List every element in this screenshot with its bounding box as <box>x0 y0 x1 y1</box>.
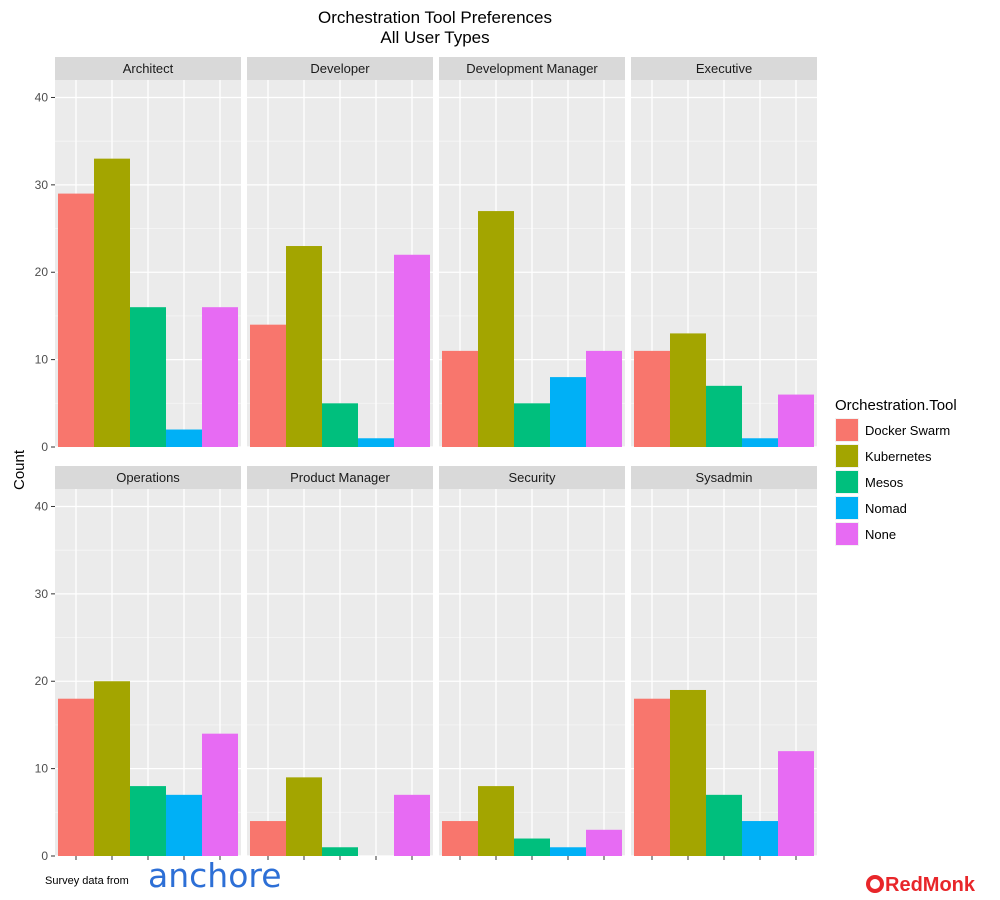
strip-executive <box>631 57 817 80</box>
redmonk-logo-text: RedMonk <box>885 874 976 896</box>
panel-development-manager: Development Manager <box>439 57 625 448</box>
bar-executive-mesos <box>706 385 742 447</box>
bar-developer-none <box>394 254 430 447</box>
bar-sysadmin-mesos <box>706 794 742 856</box>
y-tick-label: 20 <box>35 265 49 279</box>
bar-security-docker-swarm <box>442 821 478 856</box>
redmonk-logo-mark <box>866 875 884 893</box>
strip-security <box>439 466 625 489</box>
strip-label-developer: Developer <box>310 61 370 76</box>
strip-product-manager <box>247 466 433 489</box>
panel-sysadmin: Sysadmin <box>631 466 817 860</box>
legend-swatch-kubernetes <box>836 445 858 467</box>
legend-swatch-nomad <box>836 497 858 519</box>
bar-development-manager-mesos <box>514 403 550 447</box>
strip-label-product-manager: Product Manager <box>290 470 390 485</box>
bar-developer-kubernetes <box>286 246 322 447</box>
bar-architect-docker-swarm <box>58 193 94 447</box>
bar-architect-none <box>202 307 238 447</box>
legend-swatch-mesos <box>836 471 858 493</box>
bar-operations-docker-swarm <box>58 698 94 856</box>
bar-product-manager-docker-swarm <box>250 821 286 856</box>
legend-label-nomad: Nomad <box>865 501 907 516</box>
bar-security-none <box>586 829 622 856</box>
y-axis-title: Count <box>11 449 28 490</box>
caption-source-text: Survey data from <box>45 875 129 887</box>
bar-operations-none <box>202 733 238 856</box>
bar-developer-nomad <box>358 438 394 447</box>
y-tick-label: 0 <box>41 849 48 863</box>
bar-development-manager-kubernetes <box>478 211 514 447</box>
y-tick-label: 30 <box>35 587 49 601</box>
panel-product-manager: Product Manager <box>247 466 433 860</box>
strip-label-development-manager: Development Manager <box>466 61 598 76</box>
bar-architect-kubernetes <box>94 158 130 447</box>
strip-architect <box>55 57 241 80</box>
legend-swatch-docker-swarm <box>836 419 858 441</box>
chart-subtitle: All User Types <box>380 28 489 47</box>
strip-label-architect: Architect <box>123 61 174 76</box>
bar-sysadmin-none <box>778 751 814 856</box>
bar-sysadmin-docker-swarm <box>634 698 670 856</box>
y-tick-label: 10 <box>35 353 49 367</box>
y-tick-label: 20 <box>35 674 49 688</box>
strip-label-executive: Executive <box>696 61 752 76</box>
strip-operations <box>55 466 241 489</box>
panel-security: Security <box>439 466 625 860</box>
strip-developer <box>247 57 433 80</box>
bar-executive-nomad <box>742 438 778 447</box>
bar-product-manager-none <box>394 794 430 856</box>
strip-label-operations: Operations <box>116 470 180 485</box>
facet-panels: Architect Developer Development Manager Exe… <box>35 57 817 863</box>
bar-architect-mesos <box>130 307 166 447</box>
strip-label-security: Security <box>509 470 556 485</box>
bar-sysadmin-kubernetes <box>670 689 706 856</box>
bar-security-mesos <box>514 838 550 856</box>
bar-security-nomad <box>550 847 586 856</box>
y-tick-label: 30 <box>35 178 49 192</box>
legend: Orchestration.Tool Docker Swarm Kubernete… <box>835 397 957 546</box>
bar-developer-docker-swarm <box>250 324 286 447</box>
panel-developer: Developer <box>247 57 433 448</box>
caption: Survey data from anchore RedMonk <box>45 856 976 896</box>
bar-operations-nomad <box>166 794 202 856</box>
anchore-logo: anchore <box>148 856 282 895</box>
bar-product-manager-kubernetes <box>286 777 322 856</box>
bar-operations-mesos <box>130 786 166 856</box>
panel-executive: Executive <box>631 57 817 448</box>
bar-operations-kubernetes <box>94 681 130 856</box>
bar-development-manager-none <box>586 350 622 447</box>
strip-label-sysadmin: Sysadmin <box>695 470 752 485</box>
bar-sysadmin-nomad <box>742 821 778 856</box>
bar-development-manager-docker-swarm <box>442 350 478 447</box>
y-tick-label: 40 <box>35 90 49 104</box>
redmonk-logo: RedMonk <box>866 874 976 896</box>
strip-sysadmin <box>631 466 817 489</box>
panel-operations: Operations <box>55 466 241 860</box>
legend-swatch-none <box>836 523 858 545</box>
strip-development-manager <box>439 57 625 80</box>
bar-executive-docker-swarm <box>634 350 670 447</box>
panel-architect: Architect <box>55 57 241 448</box>
legend-label-mesos: Mesos <box>865 475 904 490</box>
legend-label-docker-swarm: Docker Swarm <box>865 423 950 438</box>
bar-developer-mesos <box>322 403 358 447</box>
bar-executive-none <box>778 394 814 447</box>
legend-label-kubernetes: Kubernetes <box>865 449 932 464</box>
y-tick-label: 40 <box>35 499 49 513</box>
legend-title: Orchestration.Tool <box>835 397 957 414</box>
bar-security-kubernetes <box>478 786 514 856</box>
bar-executive-kubernetes <box>670 333 706 447</box>
y-tick-label: 10 <box>35 762 49 776</box>
bar-product-manager-mesos <box>322 847 358 856</box>
bar-architect-nomad <box>166 429 202 447</box>
legend-label-none: None <box>865 527 896 542</box>
chart-title: Orchestration Tool Preferences <box>318 8 552 27</box>
y-tick-label: 0 <box>41 440 48 454</box>
bar-development-manager-nomad <box>550 377 586 447</box>
